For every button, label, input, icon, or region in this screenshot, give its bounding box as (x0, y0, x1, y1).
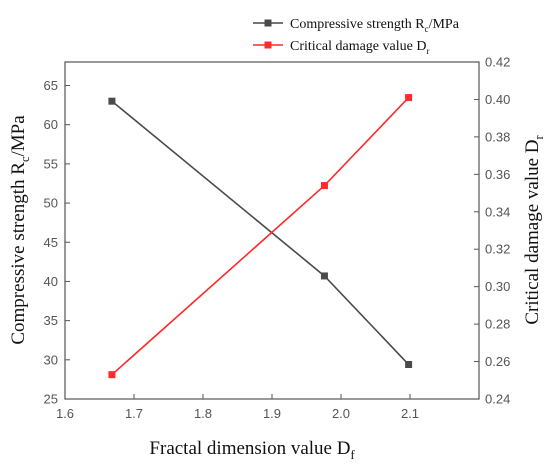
right-tick-label: 0.30 (485, 279, 510, 294)
series-line-left (111, 100, 410, 366)
right-tick-label: 0.40 (485, 92, 510, 107)
data-point-right (405, 94, 413, 102)
legend-label: Critical damage value Dr (290, 39, 429, 56)
left-tick-label: 55 (44, 156, 58, 171)
left-tick-label: 40 (44, 274, 58, 289)
left-tick-label: 35 (44, 313, 58, 328)
right-tick-label: 0.32 (485, 242, 510, 257)
left-tick-label: 60 (44, 117, 58, 132)
data-point-right (108, 371, 116, 379)
plot-area: 1.6 1.7 1.8 1.9 2.0 2.1 25 30 35 40 45 50 55 60 65 0.24… (44, 55, 511, 422)
legend-marker (264, 19, 272, 27)
x-axis-title: Fractal dimension value Df (149, 438, 355, 462)
right-tick-label: 0.34 (485, 204, 510, 219)
legend: Compressive strength Rc/MPa Critical dama… (253, 17, 460, 56)
data-point-left (108, 97, 116, 105)
left-axis-title: Compressive strength Rc/MPa (8, 115, 32, 345)
left-tick-label: 30 (44, 352, 58, 367)
right-axis-title: Critical damage value Dr (522, 135, 546, 324)
right-tick-label: 0.38 (485, 129, 510, 144)
right-tick-label: 0.26 (485, 354, 510, 369)
right-tick-label: 0.24 (485, 392, 510, 407)
left-tick-label: 45 (44, 235, 58, 250)
left-tick-label: 50 (44, 196, 58, 211)
x-tick-label: 1.9 (263, 406, 281, 421)
left-tick-label: 25 (44, 392, 58, 407)
x-tick-label: 1.6 (56, 406, 74, 421)
data-point-left (320, 272, 328, 280)
x-tick-label: 1.7 (125, 406, 143, 421)
data-point-left (405, 361, 413, 369)
left-tick-label: 65 (44, 78, 58, 93)
data-point-right (320, 182, 328, 190)
x-tick-label: 2.1 (401, 406, 419, 421)
x-tick-label: 2.0 (332, 406, 350, 421)
legend-marker (264, 41, 272, 49)
right-tick-label: 0.28 (485, 317, 510, 332)
legend-label: Compressive strength Rc/MPa (290, 17, 460, 34)
right-tick-label: 0.36 (485, 167, 510, 182)
series-line-right (111, 97, 410, 376)
right-tick-label: 0.42 (485, 55, 510, 70)
plot-frame (64, 61, 480, 400)
x-tick-label: 1.8 (194, 406, 212, 421)
